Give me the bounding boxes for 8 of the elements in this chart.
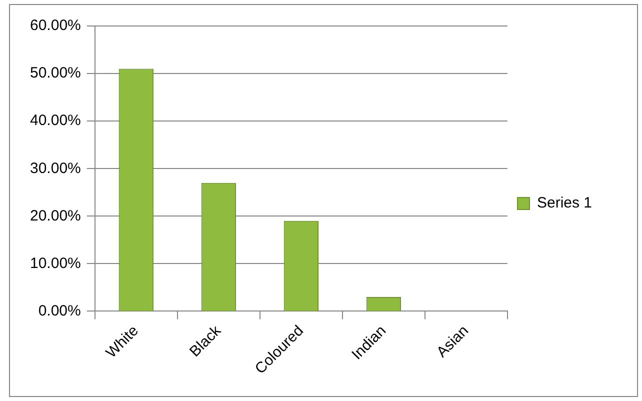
- y-tick-label: 40.00%: [30, 112, 81, 130]
- y-tick-label: 60.00%: [30, 17, 81, 34]
- y-tick-label: 50.00%: [30, 64, 81, 82]
- y-tick-label: 0.00%: [38, 302, 81, 320]
- legend-label: Series 1: [536, 194, 592, 212]
- y-tick-label: 30.00%: [30, 160, 81, 177]
- y-tick-label: 20.00%: [30, 207, 81, 224]
- y-tick-label: 10.00%: [30, 254, 81, 272]
